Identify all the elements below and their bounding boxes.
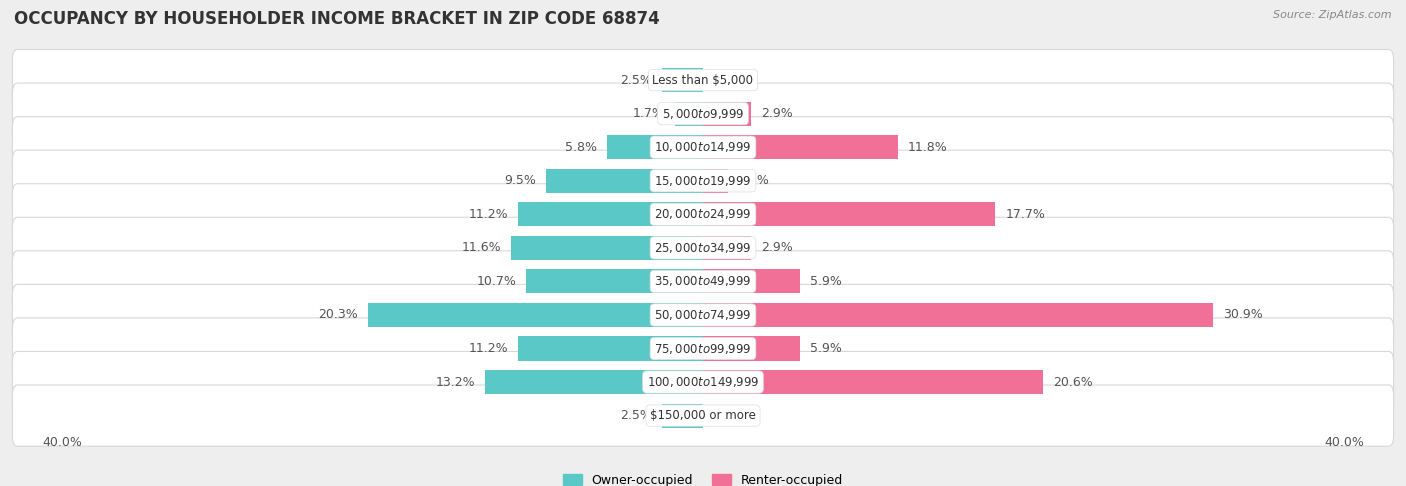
Text: $20,000 to $24,999: $20,000 to $24,999 xyxy=(654,208,752,221)
Bar xyxy=(703,370,1043,394)
Text: 0.0%: 0.0% xyxy=(713,409,745,422)
Text: $15,000 to $19,999: $15,000 to $19,999 xyxy=(654,174,752,188)
FancyBboxPatch shape xyxy=(13,150,1393,211)
Text: 1.5%: 1.5% xyxy=(738,174,769,187)
Text: $150,000 or more: $150,000 or more xyxy=(650,409,756,422)
Text: 5.9%: 5.9% xyxy=(810,342,842,355)
Bar xyxy=(675,102,703,126)
FancyBboxPatch shape xyxy=(13,184,1393,245)
Text: OCCUPANCY BY HOUSEHOLDER INCOME BRACKET IN ZIP CODE 68874: OCCUPANCY BY HOUSEHOLDER INCOME BRACKET … xyxy=(14,10,659,28)
Bar xyxy=(703,169,728,193)
FancyBboxPatch shape xyxy=(13,284,1393,346)
Text: 5.9%: 5.9% xyxy=(810,275,842,288)
Text: 10.7%: 10.7% xyxy=(477,275,516,288)
Bar xyxy=(703,135,898,159)
Text: 0.0%: 0.0% xyxy=(713,73,745,87)
Text: $35,000 to $49,999: $35,000 to $49,999 xyxy=(654,275,752,288)
Text: 40.0%: 40.0% xyxy=(42,436,82,450)
FancyBboxPatch shape xyxy=(13,251,1393,312)
Text: 2.5%: 2.5% xyxy=(620,409,652,422)
Bar xyxy=(367,303,703,327)
Text: $5,000 to $9,999: $5,000 to $9,999 xyxy=(662,106,744,121)
Text: $75,000 to $99,999: $75,000 to $99,999 xyxy=(654,342,752,355)
Bar xyxy=(703,236,751,260)
Text: $100,000 to $149,999: $100,000 to $149,999 xyxy=(647,375,759,389)
Text: Less than $5,000: Less than $5,000 xyxy=(652,73,754,87)
Bar xyxy=(607,135,703,159)
Text: 20.6%: 20.6% xyxy=(1053,376,1092,388)
Text: $25,000 to $34,999: $25,000 to $34,999 xyxy=(654,241,752,255)
Text: 13.2%: 13.2% xyxy=(436,376,475,388)
Text: $50,000 to $74,999: $50,000 to $74,999 xyxy=(654,308,752,322)
Text: 40.0%: 40.0% xyxy=(1324,436,1364,450)
Bar xyxy=(485,370,703,394)
Bar xyxy=(703,269,800,294)
Bar xyxy=(703,336,800,361)
Bar xyxy=(517,202,703,226)
FancyBboxPatch shape xyxy=(13,50,1393,111)
Text: 30.9%: 30.9% xyxy=(1223,309,1263,321)
Bar xyxy=(703,102,751,126)
Text: $10,000 to $14,999: $10,000 to $14,999 xyxy=(654,140,752,154)
FancyBboxPatch shape xyxy=(13,318,1393,379)
Text: 9.5%: 9.5% xyxy=(505,174,536,187)
Text: 11.2%: 11.2% xyxy=(468,208,508,221)
Bar xyxy=(662,68,703,92)
Bar xyxy=(546,169,703,193)
Text: 2.9%: 2.9% xyxy=(761,242,793,254)
Text: Source: ZipAtlas.com: Source: ZipAtlas.com xyxy=(1274,10,1392,20)
Text: 2.5%: 2.5% xyxy=(620,73,652,87)
Text: 2.9%: 2.9% xyxy=(761,107,793,120)
Text: 11.8%: 11.8% xyxy=(908,141,948,154)
Bar xyxy=(703,303,1213,327)
FancyBboxPatch shape xyxy=(13,83,1393,144)
Bar xyxy=(662,403,703,428)
FancyBboxPatch shape xyxy=(13,117,1393,178)
Text: 11.6%: 11.6% xyxy=(461,242,502,254)
Bar xyxy=(512,236,703,260)
Text: 1.7%: 1.7% xyxy=(633,107,665,120)
FancyBboxPatch shape xyxy=(13,351,1393,413)
Text: 17.7%: 17.7% xyxy=(1005,208,1045,221)
Bar xyxy=(703,202,995,226)
FancyBboxPatch shape xyxy=(13,217,1393,278)
Text: 20.3%: 20.3% xyxy=(318,309,357,321)
Text: 5.8%: 5.8% xyxy=(565,141,598,154)
Bar xyxy=(526,269,703,294)
Text: 11.2%: 11.2% xyxy=(468,342,508,355)
Bar xyxy=(517,336,703,361)
FancyBboxPatch shape xyxy=(13,385,1393,446)
Legend: Owner-occupied, Renter-occupied: Owner-occupied, Renter-occupied xyxy=(558,469,848,486)
